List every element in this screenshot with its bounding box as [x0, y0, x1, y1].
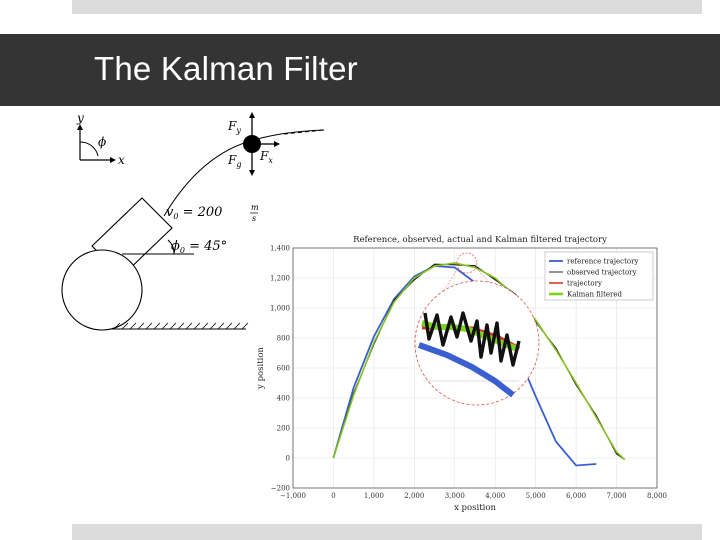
axis-x-arrow [110, 157, 116, 163]
chart-title: Reference, observed, actual and Kalman f… [353, 235, 607, 245]
series-kalman-filtered [332, 262, 626, 461]
legend-label: reference trajectory [567, 258, 638, 266]
x-tick-label: 8,000 [647, 492, 667, 500]
force-x-label: Fx [259, 149, 273, 165]
x-tick-label: 0 [331, 492, 335, 500]
angle-symbol: ϕ [98, 135, 106, 149]
axis-y-label: y [76, 111, 84, 125]
x-axis-label: x position [454, 503, 496, 513]
y-tick-label: 1,200 [270, 275, 290, 283]
x-tick-label: 6,000 [566, 492, 586, 500]
slide-title: The Kalman Filter [94, 50, 358, 87]
x-tick-label: 3,000 [445, 492, 465, 500]
x-tick-label: 1,000 [364, 492, 384, 500]
chart-legend: reference trajectory observed trajectory t… [544, 251, 654, 301]
angle-marker-arc [167, 239, 175, 255]
force-g-label: Fg [227, 153, 241, 169]
zoom-observed [423, 311, 521, 367]
title-bar [0, 34, 720, 106]
zoom-reference [417, 342, 515, 398]
force-g-arrow [249, 170, 255, 176]
force-x-arrow [274, 141, 280, 147]
velocity-label: v0 = 200 [166, 205, 222, 221]
axis-y-arrow [77, 124, 83, 130]
x-tick-label: 7,000 [607, 492, 627, 500]
trajectory-chart: Reference, observed, actual and Kalman f… [255, 228, 670, 518]
angle-value-label: ϕ0 = 45° [171, 239, 227, 255]
series-reference-trajectory [332, 265, 597, 467]
legend-box [544, 251, 654, 301]
velocity-unit-den: s [252, 214, 256, 223]
legend-label: observed trajectory [567, 269, 637, 277]
cannon-wheel [61, 249, 143, 331]
y-tick-label: 0 [286, 455, 290, 463]
tick-labels: −1,000 0 1,000 2,000 3,000 4,000 5,000 6,000 7,0… [270, 245, 667, 501]
y-tick-label: 800 [277, 335, 290, 343]
axis-x-label: x [118, 153, 125, 167]
x-tick-label: −1,000 [280, 492, 306, 500]
x-tick-label: 5,000 [526, 492, 546, 500]
force-y-arrow [249, 112, 255, 118]
bottom-decor-strip [72, 524, 702, 540]
ground-hatching [113, 322, 249, 330]
x-tick-label: 4,000 [485, 492, 505, 500]
y-tick-label: 1,000 [270, 305, 290, 313]
zoom-connector-left [418, 267, 459, 332]
legend-label: trajectory [567, 280, 602, 288]
y-tick-label: −200 [271, 485, 290, 493]
top-decor-strip [72, 0, 702, 14]
plot-frame [292, 247, 658, 489]
force-y-label: Fy [227, 119, 241, 135]
y-tick-label: 1,400 [270, 245, 290, 253]
legend-label: Kalman filtered [567, 291, 623, 299]
cannon-diagram: y x ϕ Fy Fg Fx v0 = 200 m s ϕ0 = 45° [61, 111, 325, 331]
y-axis-label: y position [256, 347, 266, 390]
chart-series [332, 262, 626, 467]
y-tick-label: 200 [277, 425, 290, 433]
x-tick-label: 2,000 [404, 492, 424, 500]
zoom-inset [414, 252, 540, 406]
velocity-unit-num: m [251, 203, 259, 212]
zoom-circle [414, 280, 540, 406]
y-tick-label: 600 [277, 365, 290, 373]
angle-arc [79, 141, 99, 157]
y-tick-label: 400 [277, 395, 290, 403]
projectile-ball [243, 135, 261, 153]
